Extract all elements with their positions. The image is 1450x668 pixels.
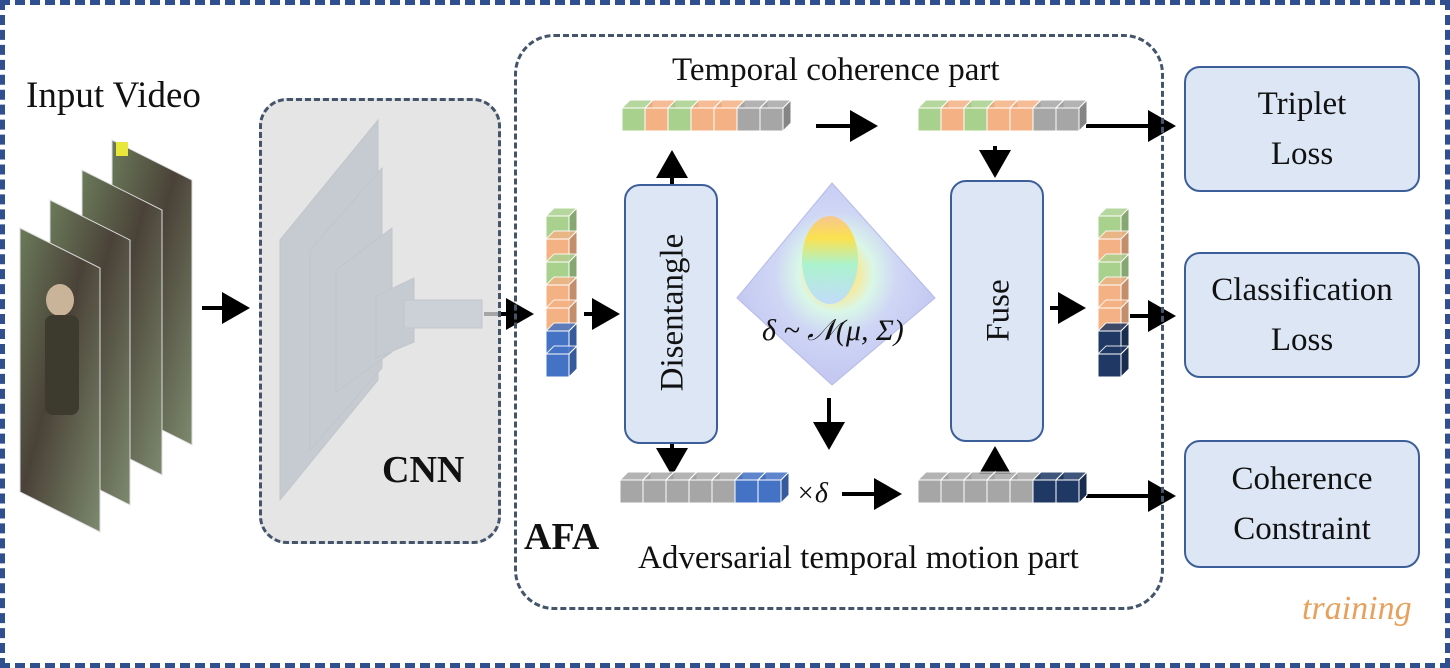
input-video-label: Input Video (26, 75, 201, 116)
classification-loss-box: Classification Loss (1184, 252, 1420, 378)
adversarial-motion-label: Adversarial temporal motion part (638, 540, 1079, 576)
gaussian-plot (736, 182, 936, 386)
feature-vectors (544, 98, 1131, 505)
cnn-container (259, 98, 501, 544)
feature-cell-orange (1096, 275, 1131, 310)
input-video-frames (19, 139, 193, 533)
triplet-line2: Loss (1270, 136, 1334, 172)
motion-scaled-vector (916, 470, 1089, 505)
output-feature-vector (1096, 206, 1131, 379)
triplet-loss-box: Triplet Loss (1184, 66, 1420, 192)
afa-label: AFA (524, 516, 600, 558)
feature-cell-navy (1096, 344, 1131, 379)
feature-cell-gray (1054, 98, 1089, 133)
coherence-line1: Coherence (1231, 461, 1373, 497)
fuse-block: Fuse (950, 180, 1044, 442)
feature-cell-blue (544, 344, 579, 379)
times-delta-label: ×δ (796, 478, 828, 509)
coherence-feature-vector (620, 98, 793, 133)
disentangle-label: Disentangle (654, 233, 691, 392)
arrows (202, 110, 1176, 512)
feature-cell-blue (756, 470, 791, 505)
coherence-constraint-box: Coherence Constraint (1184, 440, 1420, 568)
feature-cell-gray (758, 98, 793, 133)
coherence-fused-vector (916, 98, 1089, 133)
classification-line1: Classification (1211, 272, 1393, 308)
fuse-label: Fuse (980, 279, 1017, 342)
video-frame (19, 227, 101, 533)
disentangle-block: Disentangle (624, 184, 718, 444)
temporal-coherence-label: Temporal coherence part (672, 52, 1000, 88)
afa-container (514, 34, 1164, 610)
triplet-line1: Triplet (1257, 86, 1347, 122)
coherence-line2: Constraint (1233, 511, 1371, 547)
input-feature-vector (544, 206, 579, 379)
motion-feature-vector (618, 470, 791, 505)
classification-line2: Loss (1270, 322, 1334, 358)
training-label: training (1302, 590, 1412, 627)
feature-cell-navy (1054, 470, 1089, 505)
distribution-formula: δ ~ 𝒩(μ, Σ) (762, 314, 904, 347)
cnn-label: CNN (382, 449, 465, 491)
